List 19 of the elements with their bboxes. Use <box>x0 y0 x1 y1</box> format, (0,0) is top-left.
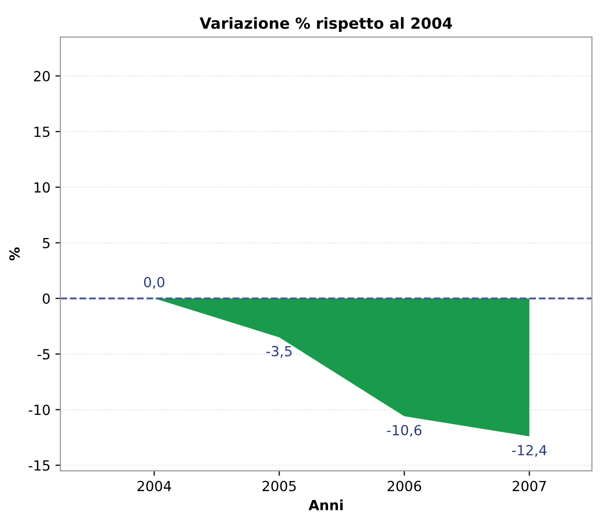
data-label: -3,5 <box>266 346 292 358</box>
y-tick-label: 10 <box>34 182 50 193</box>
y-tick-label: 5 <box>42 238 50 248</box>
y-axis-title: % <box>9 247 20 260</box>
chart-title: Variazione % rispetto al 2004 <box>200 17 452 32</box>
y-tick-label: 15 <box>34 126 50 138</box>
x-tick-label: 2004 <box>138 480 172 492</box>
x-tick-label: 2006 <box>388 480 422 492</box>
data-label: 0,0 <box>144 276 164 289</box>
data-label: -10,6 <box>387 424 422 437</box>
x-axis-title: Anni <box>308 500 343 510</box>
y-tick-label: -10 <box>28 404 50 416</box>
x-tick-label: 2007 <box>512 480 546 492</box>
y-tick-label: -5 <box>38 349 50 360</box>
y-tick-label: -15 <box>28 460 50 471</box>
x-tick-label: 2005 <box>262 480 296 492</box>
y-tick-label: 20 <box>34 70 50 82</box>
y-tick-label: 0 <box>42 293 50 304</box>
data-label: -12,4 <box>512 444 547 457</box>
